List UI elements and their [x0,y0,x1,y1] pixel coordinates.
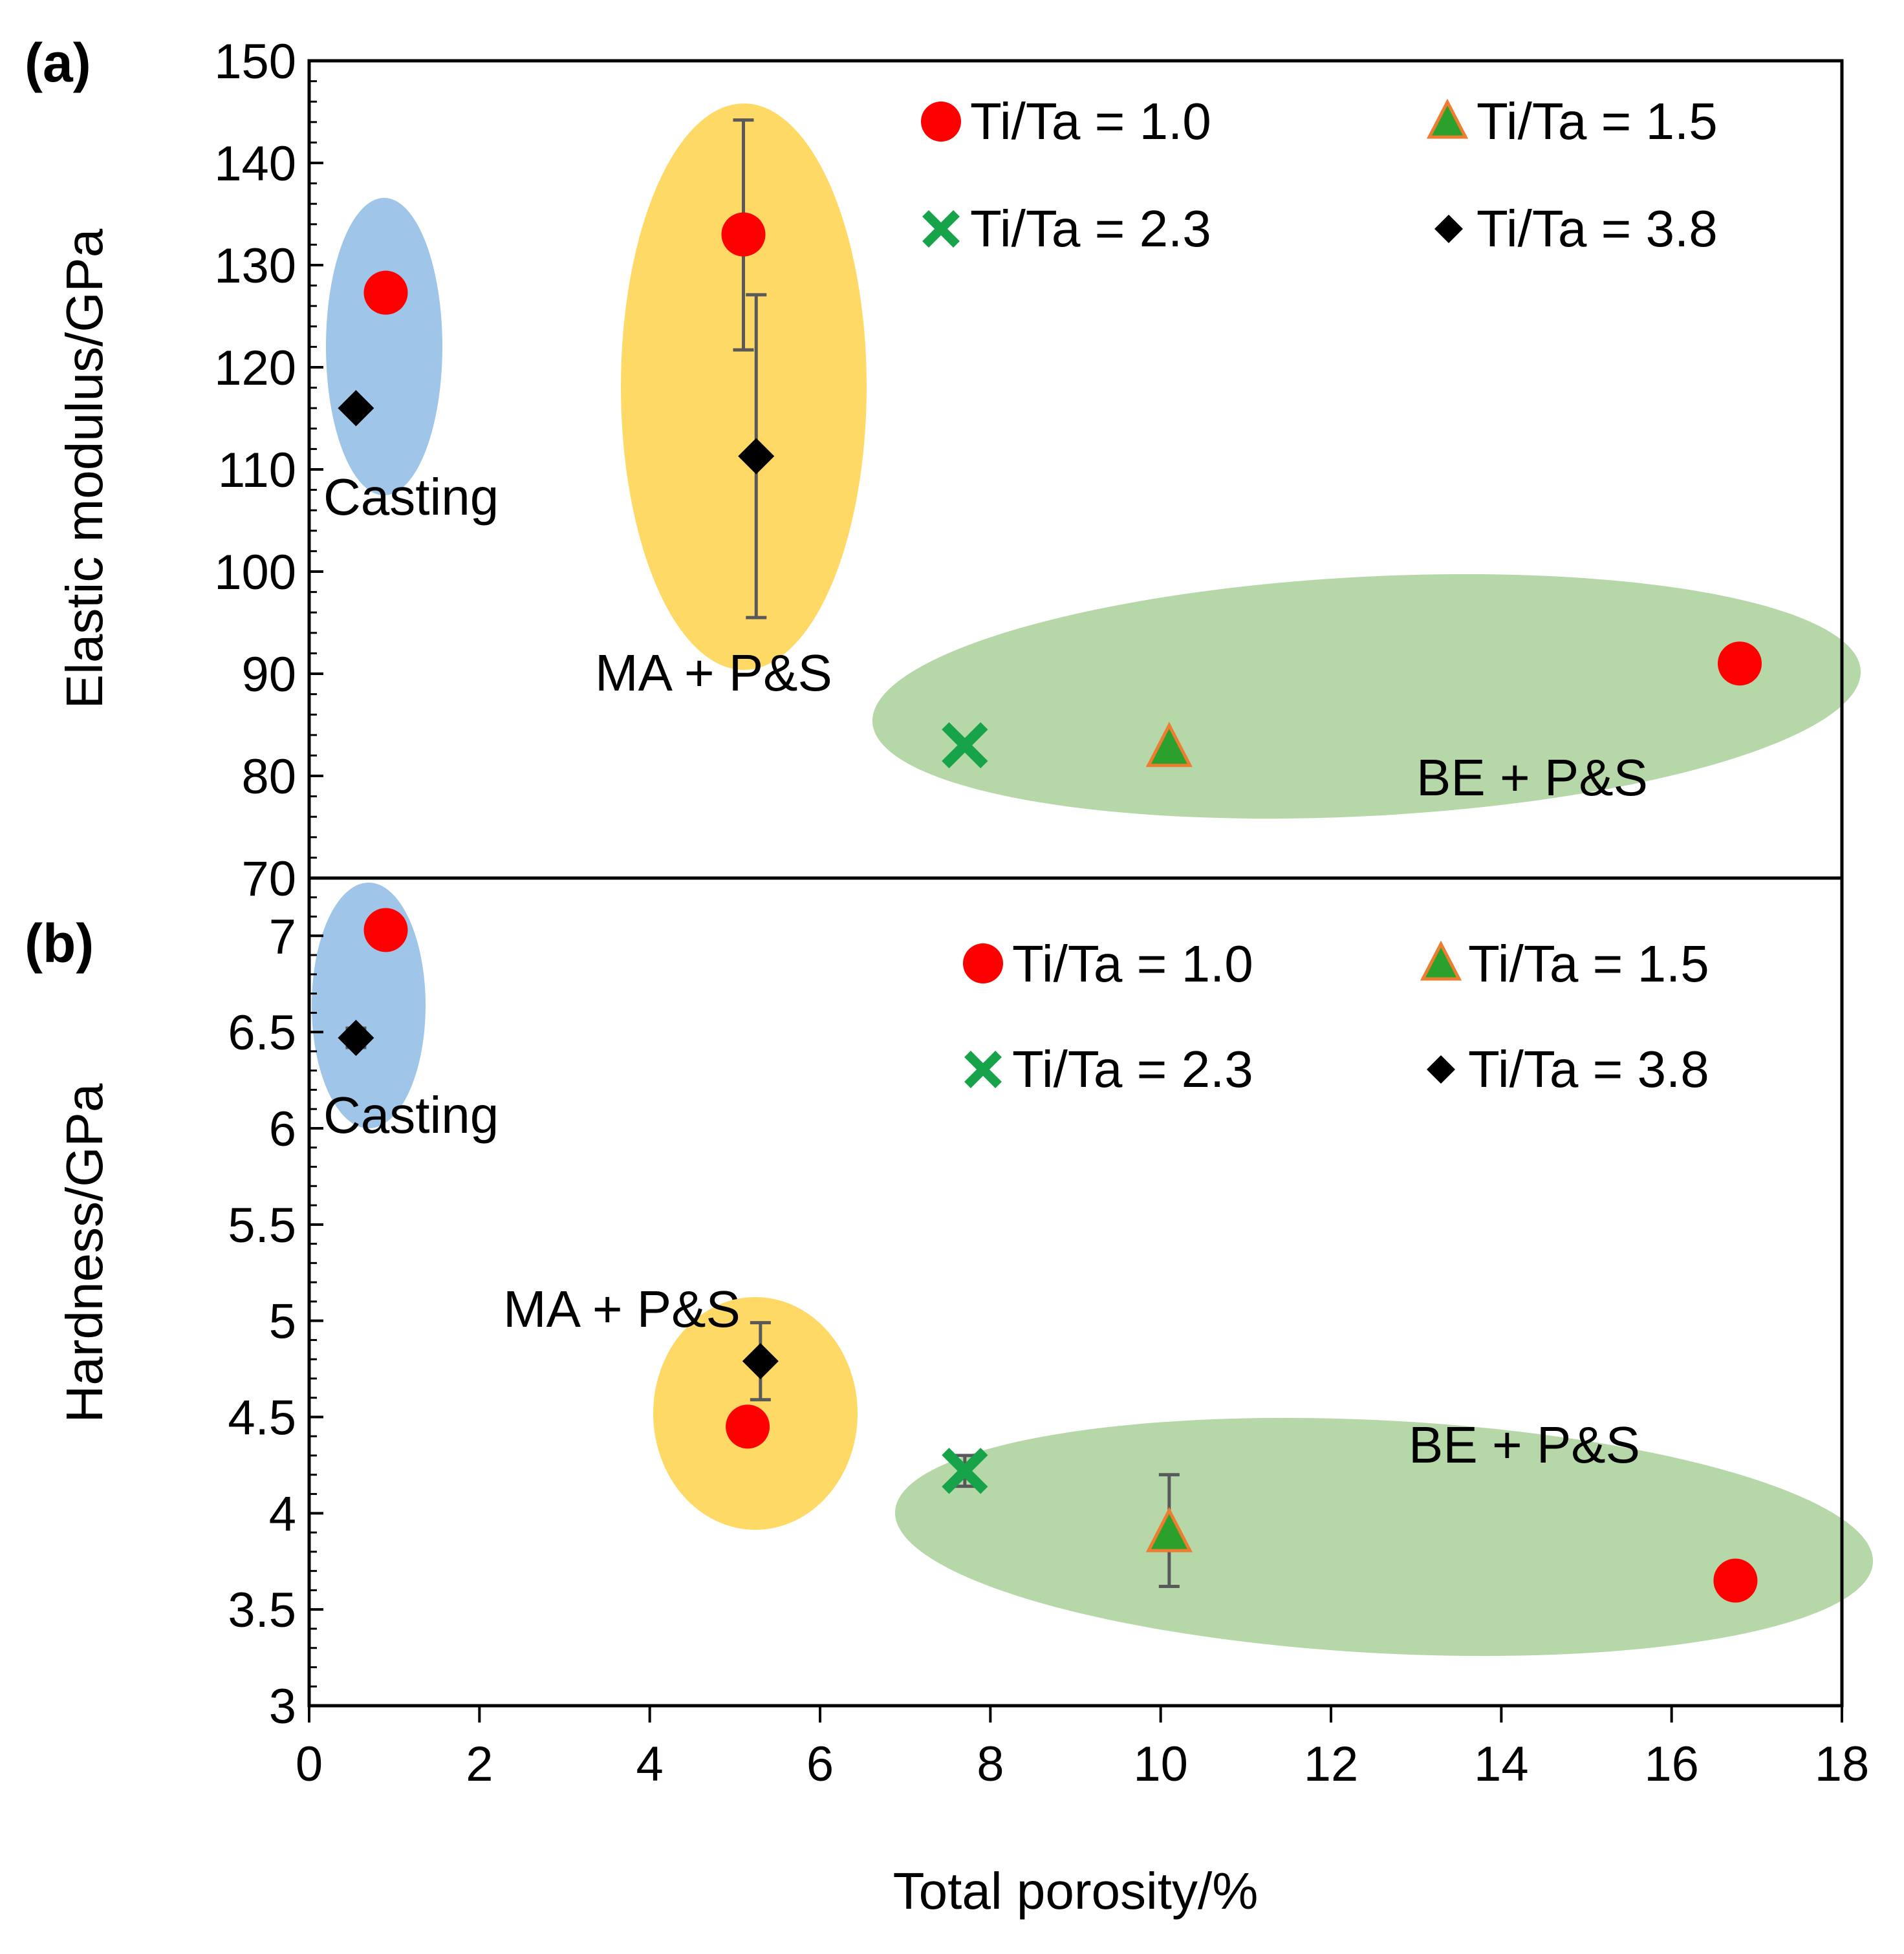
x-tick-label: 12 [1304,1737,1359,1792]
x-tick-label: 14 [1474,1737,1529,1792]
legend-b-marker-diamond [1427,1055,1455,1084]
point-2-3-x [942,722,988,769]
y-tick-label: 130 [214,239,296,294]
legend-a-marker-circle [921,102,961,142]
point-3-8-diamond [338,390,374,427]
y-tick-label: 80 [241,749,296,804]
y-tick-label: 3.5 [228,1583,296,1638]
legend-a-item-4: Ti/Ta = 3.8 [1477,200,1718,257]
region-label-be-ps-a: BE + P&S [1416,749,1648,806]
x-tick-label: 18 [1815,1737,1870,1792]
region-label-ma-ps-b: MA + P&S [503,1280,741,1338]
point-2-3-x [942,1448,988,1494]
legend-b-marker-circle [963,943,1003,983]
legend-a-item-3: Ti/Ta = 2.3 [970,200,1211,257]
point-3-8-diamond [338,1020,374,1057]
region-label-be-ps-b: BE + P&S [1409,1416,1640,1474]
point-3-8-diamond [742,1343,779,1380]
y-tick-label: 120 [214,341,296,396]
x-tick-label: 4 [636,1737,664,1792]
x-tick-label: 10 [1133,1737,1188,1792]
legend-b-item-1: Ti/Ta = 1.0 [1012,935,1253,993]
x-tick-label: 8 [977,1737,1004,1792]
panel-a-data-points [338,212,1762,769]
y-tick-label: 100 [214,545,296,600]
legend-a-item-1: Ti/Ta = 1.0 [970,92,1211,150]
point-1-0-circle [363,908,408,952]
point-1-0-circle [1713,1558,1758,1603]
region-label-ma-ps-a: MA + P&S [595,644,832,702]
y-tick-label: 6 [269,1102,296,1157]
panel-a-label: (a) [25,32,91,93]
panel-b-label: (b) [25,913,94,974]
y-tick-label: 4 [269,1487,296,1541]
x-tick-label: 0 [296,1737,323,1792]
panel-a-y-axis-title: Elastic modulus/GPa [56,228,113,709]
region-ma-ps-a [621,103,867,670]
point-1-5-triangle [1145,1507,1193,1552]
panel-b-data-points [338,908,1758,1603]
x-tick-label: 2 [466,1737,493,1792]
legend-b-item-3: Ti/Ta = 2.3 [1012,1040,1253,1098]
panel-b-legend: Ti/Ta = 1.0 Ti/Ta = 1.5 Ti/Ta = 2.3 Ti/T… [963,935,1709,1098]
y-tick-label: 110 [218,443,296,498]
region-be-ps-a [872,574,1861,819]
panel-a-y-ticks: 70 80 90 100 110 120 130 140 150 [214,34,323,907]
x-ticks: 0 2 4 6 8 10 12 14 16 18 [296,1706,1869,1792]
point-1-5-triangle [1145,722,1193,768]
plot-frame [307,59,1844,1708]
y-tick-label: 5 [269,1294,296,1349]
region-casting-a [326,198,442,495]
legend-a-marker-diamond [1434,215,1463,243]
x-tick-label: 6 [806,1737,834,1792]
y-tick-label: 6.5 [228,1005,296,1060]
point-1-0-circle [1718,641,1762,686]
y-tick-label: 3 [269,1679,296,1734]
point-1-0-circle [363,270,408,315]
y-tick-label: 4.5 [228,1390,296,1445]
y-tick-label: 5.5 [228,1198,296,1253]
y-tick-label: 90 [241,647,296,702]
panel-a-elastic-modulus: 70 80 90 100 110 120 130 140 150 (a) Elastic mod… [25,32,1861,907]
point-1-0-circle [726,1404,770,1449]
y-tick-label: 150 [214,34,296,89]
panel-a-legend: Ti/Ta = 1.0 Ti/Ta = 1.5 Ti/Ta = 2.3 Ti/T… [921,92,1718,257]
y-tick-label: 7 [269,909,296,964]
legend-b-marker-x [964,1051,1002,1088]
legend-a-marker-triangle [1426,98,1469,139]
y-tick-label: 140 [214,136,296,191]
panel-a-regions [326,103,1861,819]
panel-b-hardness: 3 3.5 4 4.5 5 5.5 6 6.5 7 0 2 4 6 8 10 12 14 16 18 (b) Ha… [25,883,1874,1920]
point-3-8-diamond [738,438,775,475]
region-label-casting-b: Casting [323,1086,499,1144]
panel-b-y-axis-title: Hardness/GPa [56,1083,113,1423]
legend-b-item-4: Ti/Ta = 3.8 [1468,1040,1709,1098]
legend-b-item-2: Ti/Ta = 1.5 [1468,935,1709,993]
region-label-casting-a: Casting [323,468,499,526]
region-be-ps-b [894,1417,1874,1657]
x-axis-title: Total porosity/% [893,1862,1259,1920]
x-tick-label: 16 [1644,1737,1699,1792]
legend-b-marker-triangle [1420,940,1462,981]
legend-a-marker-x [922,210,960,248]
legend-a-item-2: Ti/Ta = 1.5 [1477,92,1718,150]
point-1-0-circle [721,212,766,257]
y-tick-label: 70 [241,852,296,907]
